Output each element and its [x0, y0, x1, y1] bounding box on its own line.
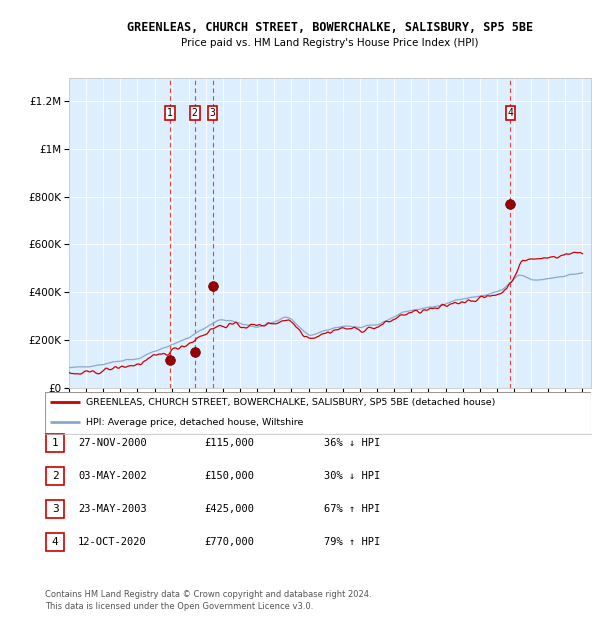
Text: HPI: Average price, detached house, Wiltshire: HPI: Average price, detached house, Wilt…	[86, 418, 304, 427]
Text: 23-MAY-2003: 23-MAY-2003	[78, 504, 147, 514]
Text: 4: 4	[508, 108, 514, 118]
Text: 67% ↑ HPI: 67% ↑ HPI	[324, 504, 380, 514]
Text: Price paid vs. HM Land Registry's House Price Index (HPI): Price paid vs. HM Land Registry's House …	[181, 38, 479, 48]
Text: £770,000: £770,000	[204, 537, 254, 547]
Text: 27-NOV-2000: 27-NOV-2000	[78, 438, 147, 448]
Text: 1: 1	[167, 108, 173, 118]
Text: £425,000: £425,000	[204, 504, 254, 514]
Text: 03-MAY-2002: 03-MAY-2002	[78, 471, 147, 481]
Text: 30% ↓ HPI: 30% ↓ HPI	[324, 471, 380, 481]
Text: £115,000: £115,000	[204, 438, 254, 448]
Text: GREENLEAS, CHURCH STREET, BOWERCHALKE, SALISBURY, SP5 5BE (detached house): GREENLEAS, CHURCH STREET, BOWERCHALKE, S…	[86, 398, 496, 407]
Text: 3: 3	[209, 108, 215, 118]
Text: 3: 3	[52, 504, 59, 514]
Text: 2: 2	[52, 471, 59, 481]
Text: 4: 4	[52, 537, 59, 547]
Text: 2: 2	[191, 108, 197, 118]
Text: 79% ↑ HPI: 79% ↑ HPI	[324, 537, 380, 547]
Text: GREENLEAS, CHURCH STREET, BOWERCHALKE, SALISBURY, SP5 5BE: GREENLEAS, CHURCH STREET, BOWERCHALKE, S…	[127, 22, 533, 34]
Text: Contains HM Land Registry data © Crown copyright and database right 2024.
This d: Contains HM Land Registry data © Crown c…	[45, 590, 371, 611]
Text: 1: 1	[52, 438, 59, 448]
Text: 12-OCT-2020: 12-OCT-2020	[78, 537, 147, 547]
Text: 36% ↓ HPI: 36% ↓ HPI	[324, 438, 380, 448]
Text: £150,000: £150,000	[204, 471, 254, 481]
